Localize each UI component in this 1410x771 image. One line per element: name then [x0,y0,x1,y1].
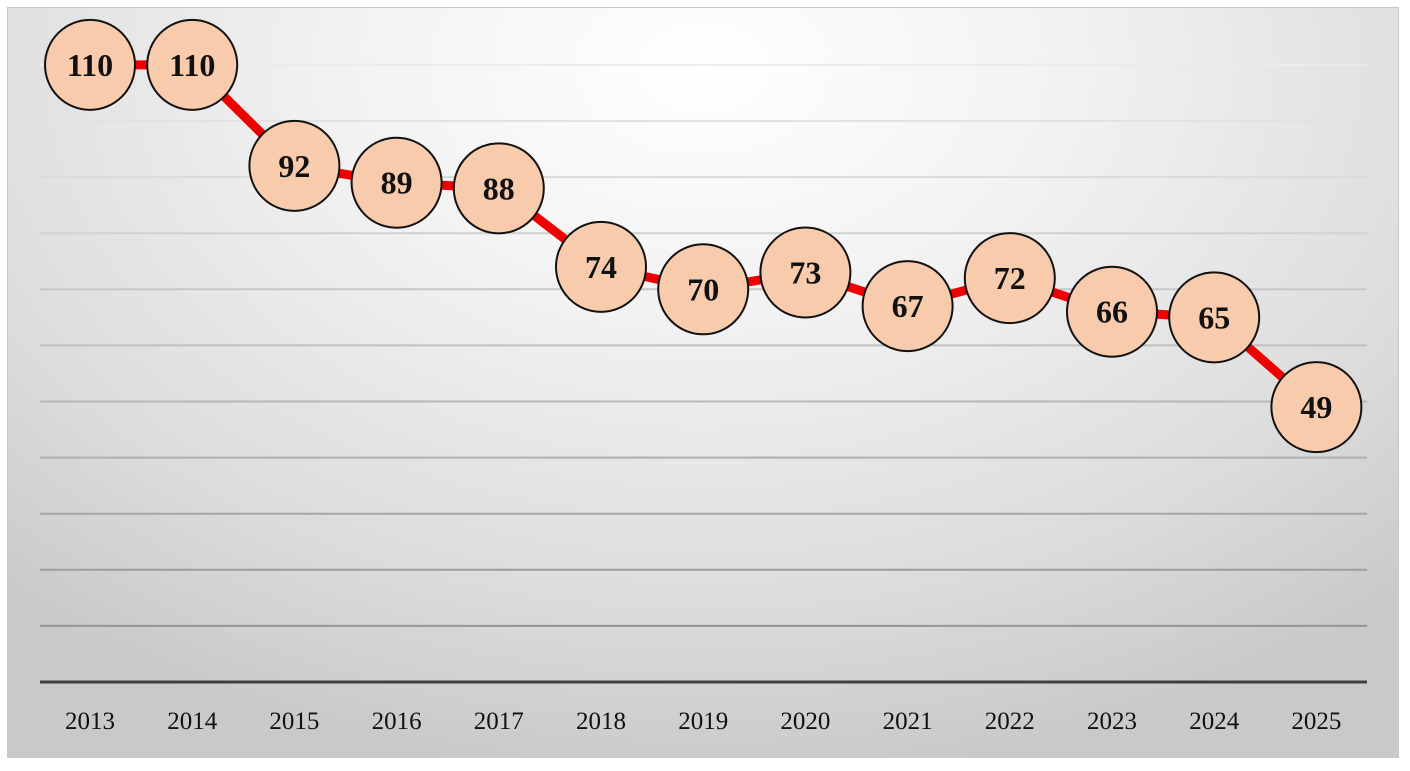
data-point: 70 [657,243,750,336]
data-marker [1066,265,1158,358]
x-tick-label: 2015 [269,708,319,735]
data-marker [555,220,647,313]
data-label: 67 [892,288,924,324]
data-marker [146,18,239,111]
data-marker [1270,361,1363,454]
x-tick-label: 2025 [1291,708,1341,735]
line-chart: 2013 2014 2015 2016 2017 2018 2019 2020 2021 2022… [40,18,1367,735]
data-label: 70 [687,271,719,307]
data-point: 92 [248,119,341,212]
data-point: 110 [146,18,239,111]
x-tick-label: 2013 [65,708,115,735]
data-label: 74 [585,249,617,285]
data-markers: 110 110 92 89 88 74 70 73 67 72 66 65 49 [44,18,1363,454]
data-point: 74 [555,220,647,313]
data-point: 72 [963,232,1056,325]
x-tick-label: 2021 [883,708,933,735]
x-tick-label: 2022 [985,708,1035,735]
x-axis: 2013 2014 2015 2016 2017 2018 2019 2020 2021 2022… [40,680,1367,735]
data-marker [861,260,954,353]
data-point: 73 [759,226,852,319]
x-tick-label: 2024 [1189,708,1240,735]
data-marker [759,226,852,319]
data-marker [1168,271,1261,364]
x-tick-label: 2017 [474,708,524,735]
data-marker [248,119,341,212]
x-tick-label: 2018 [576,708,626,735]
data-point: 65 [1168,271,1261,364]
data-label: 66 [1096,294,1128,330]
gridlines [40,63,1367,627]
data-marker [452,142,545,235]
data-label: 73 [789,254,821,290]
x-tick-label: 2019 [678,708,728,735]
data-label: 110 [67,47,113,83]
data-point: 88 [452,142,545,235]
data-label: 89 [381,165,413,201]
data-marker [963,232,1056,325]
series-line-layer [90,60,1320,411]
data-point: 49 [1270,361,1363,454]
x-tick-label: 2014 [167,708,218,735]
data-marker [350,136,443,229]
series-line [90,60,1320,411]
data-marker [44,18,136,111]
data-point: 66 [1066,265,1158,358]
data-label: 72 [994,260,1026,296]
data-label: 88 [483,170,515,206]
data-label: 65 [1198,299,1230,335]
x-tick-label: 2023 [1087,708,1137,735]
x-tick-label: 2016 [372,708,422,735]
data-label: 49 [1300,389,1332,425]
data-point: 110 [44,18,136,111]
data-point: 67 [861,260,954,353]
chart-frame: 2013 2014 2015 2016 2017 2018 2019 2020 2021 2022… [7,7,1399,758]
data-point: 89 [350,136,443,229]
data-marker [657,243,750,336]
data-label: 92 [278,148,310,184]
x-tick-label: 2020 [780,708,830,735]
data-label: 110 [169,47,215,83]
